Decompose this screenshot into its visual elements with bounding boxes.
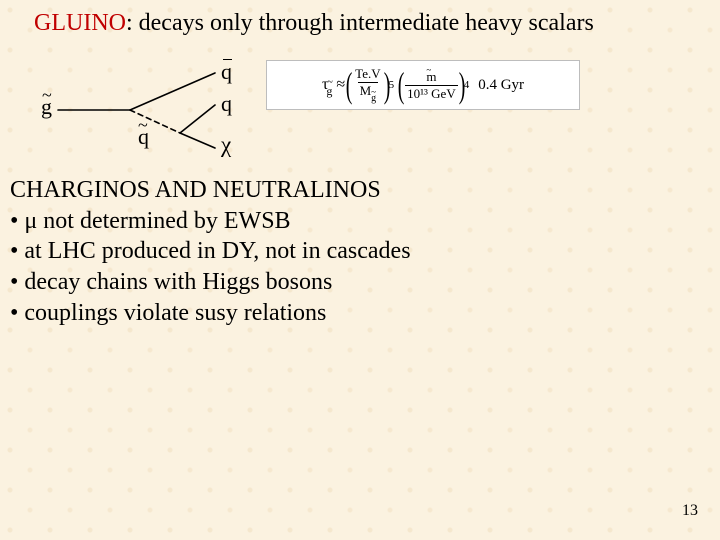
bullet-text: μ not determined by EWSB — [24, 208, 290, 234]
label-qbar-text: q — [221, 59, 232, 84]
page-number: 13 — [682, 502, 698, 520]
frac1-den-sub: ~g — [371, 92, 376, 106]
section-heading: CHARGINOS AND NEUTRALINOS — [10, 175, 411, 206]
formula-tail: 0.4 Gyr — [478, 77, 524, 94]
tilde-icon: ~ — [138, 116, 148, 134]
frac2-num: ~m — [424, 70, 438, 85]
bullet-icon: • — [10, 267, 18, 298]
approx-symbol: ≈ — [336, 76, 345, 94]
lifetime-formula: τ~g ≈ ( Te.V M~g ) 5 ( ~m 10¹³ GeV ) 4 0… — [266, 60, 580, 110]
bullet-row: • μ not determined by EWSB — [10, 206, 411, 237]
bullet-icon: • — [10, 206, 18, 237]
tau-sub: ~g — [326, 84, 332, 98]
frac2-den: 10¹³ GeV — [405, 85, 458, 101]
bullet-text: couplings violate susy relations — [24, 300, 326, 326]
label-chi-text: χ — [221, 132, 231, 157]
rparen-icon: ) — [458, 67, 465, 103]
frac1-den-M: M — [360, 83, 372, 98]
frac1-num: Te.V — [353, 67, 382, 82]
title-keyword: GLUINO — [34, 10, 126, 36]
frac2-num-m: ~m — [426, 70, 436, 84]
tilde-icon: ~ — [327, 77, 332, 88]
bullet-icon: • — [10, 298, 18, 329]
lparen-icon: ( — [346, 67, 353, 103]
label-chi: χ — [221, 133, 231, 156]
slide: GLUINO: decays only through intermediate… — [0, 0, 720, 540]
slide-title: GLUINO: decays only through intermediate… — [34, 10, 594, 37]
tilde-icon: ~ — [426, 63, 431, 77]
bullet-text: at LHC produced in DY, not in cascades — [24, 238, 410, 264]
bar-icon — [223, 59, 232, 60]
tau-symbol: τ~g — [322, 76, 334, 94]
bullet-row: • couplings violate susy relations — [10, 298, 411, 329]
label-q-text: q — [221, 91, 232, 116]
label-q: q — [221, 93, 232, 115]
body-text: CHARGINOS AND NEUTRALINOS • μ not determ… — [10, 175, 411, 329]
tilde-icon: ~ — [42, 86, 52, 104]
frac1: Te.V M~g — [353, 67, 382, 104]
bullet-row: • at LHC produced in DY, not in cascades — [10, 236, 411, 267]
bullet-row: • decay chains with Higgs bosons — [10, 267, 411, 298]
lparen-icon: ( — [398, 67, 405, 103]
bullet-icon: • — [10, 236, 18, 267]
tilde-icon: ~ — [371, 85, 376, 99]
label-qbar: q — [221, 61, 232, 83]
formula-inner: τ~g ≈ ( Te.V M~g ) 5 ( ~m 10¹³ GeV ) 4 0… — [322, 67, 524, 104]
decay-diagram: ~ g ~ q q q χ — [40, 48, 250, 163]
label-squark: ~ q — [138, 126, 149, 148]
bullet-text: decay chains with Higgs bosons — [24, 269, 332, 295]
title-rest: : decays only through intermediate heavy… — [126, 10, 594, 36]
label-gluino: ~ g — [41, 96, 52, 118]
rparen-icon: ) — [383, 67, 390, 103]
frac1-den: M~g — [358, 82, 379, 104]
frac2: ~m 10¹³ GeV — [405, 70, 458, 101]
